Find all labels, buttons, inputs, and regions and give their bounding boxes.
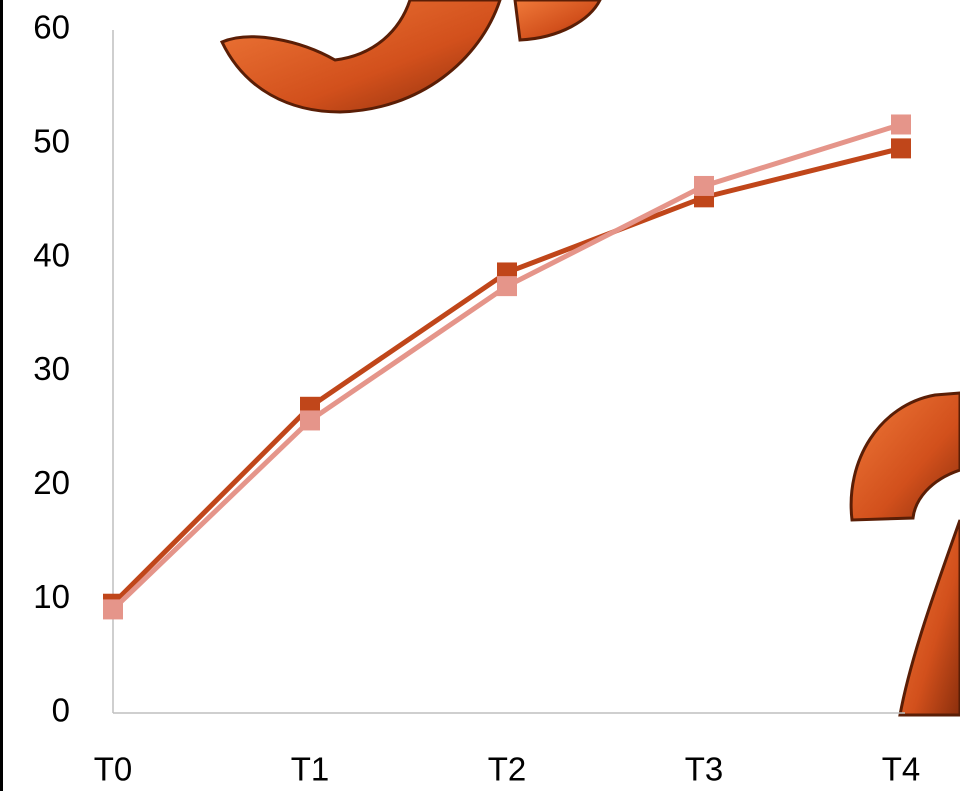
x-tick-label: T2 <box>488 751 527 788</box>
y-tick-label: 50 <box>33 123 70 160</box>
point-marker <box>300 410 320 431</box>
y-tick-label: 0 <box>52 692 70 729</box>
y-tick-label: 20 <box>33 464 70 501</box>
y-tick-label: 10 <box>33 578 70 615</box>
y-tick-label: 40 <box>33 236 70 273</box>
decoration <box>219 0 960 717</box>
x-tick-label: T3 <box>685 751 724 788</box>
left-border <box>0 0 3 791</box>
point-marker <box>497 276 517 297</box>
series-line <box>111 122 902 612</box>
point-marker <box>103 599 123 620</box>
point-marker <box>891 138 911 159</box>
point-marker <box>694 175 714 196</box>
x-tick-label: T1 <box>291 751 330 788</box>
y-tick-label: 60 <box>33 9 70 46</box>
series-line <box>111 145 902 606</box>
y-tick-label: 30 <box>33 350 70 387</box>
x-tick-label: T4 <box>882 751 921 788</box>
x-tick-label: T0 <box>94 751 133 788</box>
point-marker <box>891 114 911 135</box>
